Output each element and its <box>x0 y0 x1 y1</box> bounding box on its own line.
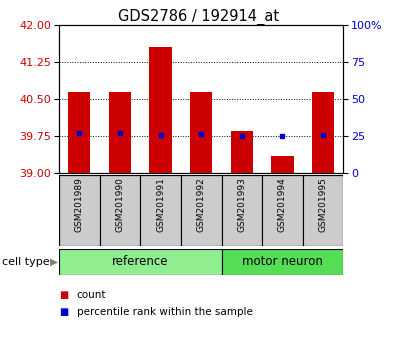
Bar <box>109 92 131 173</box>
Text: GSM201989: GSM201989 <box>75 177 84 232</box>
Text: cell type: cell type <box>2 257 50 267</box>
Bar <box>68 92 90 173</box>
Bar <box>303 175 343 246</box>
Bar <box>312 92 334 173</box>
Bar <box>59 249 222 275</box>
Bar <box>100 175 140 246</box>
Text: GSM201992: GSM201992 <box>197 177 206 232</box>
Text: GSM201995: GSM201995 <box>319 177 328 232</box>
Bar <box>59 175 100 246</box>
Bar <box>262 175 303 246</box>
Text: percentile rank within the sample: percentile rank within the sample <box>77 307 253 317</box>
Text: GDS2786 / 192914_at: GDS2786 / 192914_at <box>119 9 279 25</box>
Bar <box>222 249 343 275</box>
Text: ■: ■ <box>59 290 68 299</box>
Bar <box>190 92 213 173</box>
Bar <box>271 156 294 173</box>
Bar <box>181 175 222 246</box>
Text: ■: ■ <box>59 307 68 317</box>
Bar <box>140 175 181 246</box>
Text: count: count <box>77 290 106 299</box>
Text: GSM201994: GSM201994 <box>278 177 287 232</box>
Text: GSM201993: GSM201993 <box>237 177 246 232</box>
Text: GSM201990: GSM201990 <box>115 177 125 232</box>
Text: ▶: ▶ <box>50 257 58 267</box>
Bar <box>149 47 172 173</box>
Bar <box>231 131 253 173</box>
Text: reference: reference <box>112 255 168 268</box>
Bar <box>222 175 262 246</box>
Text: motor neuron: motor neuron <box>242 255 323 268</box>
Text: GSM201991: GSM201991 <box>156 177 165 232</box>
